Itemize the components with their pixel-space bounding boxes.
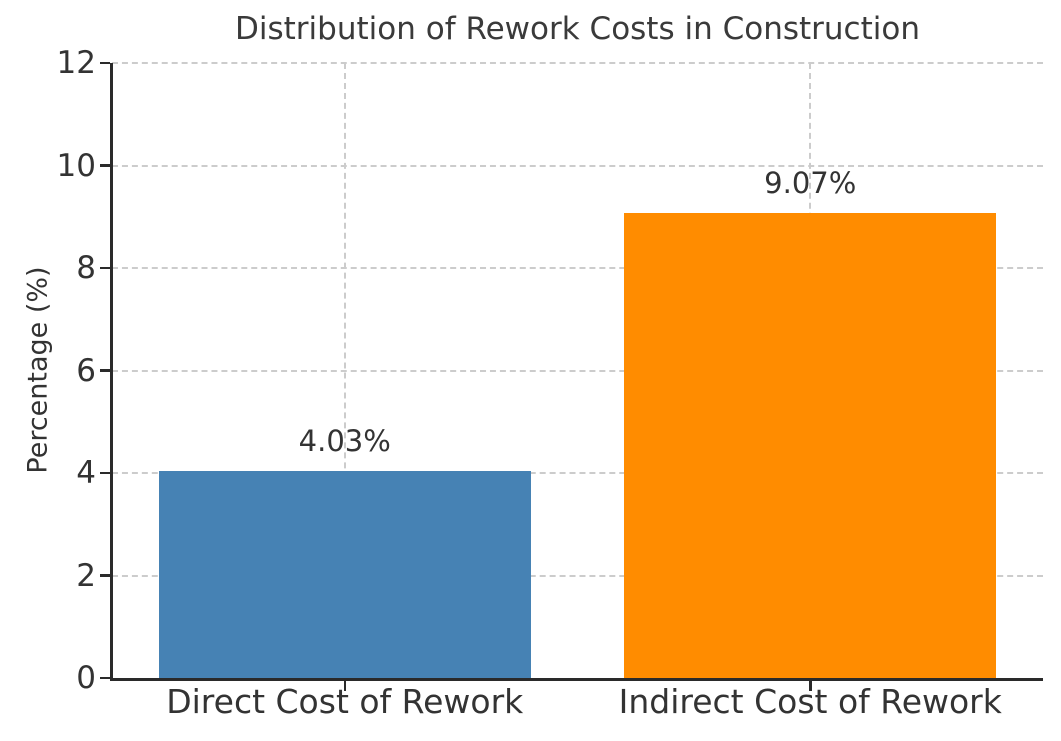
bar-indirect-cost-of-rework xyxy=(624,213,997,678)
y-tick-mark xyxy=(100,61,110,65)
y-tick-label: 6 xyxy=(76,352,96,389)
y-tick-mark xyxy=(100,164,110,167)
chart-title: Distribution of Rework Costs in Construc… xyxy=(235,11,920,47)
x-axis-spine xyxy=(110,677,1043,681)
y-gridline xyxy=(112,164,1043,167)
y-tick-label: 10 xyxy=(56,147,96,184)
y-tick-mark xyxy=(100,676,110,680)
x-tick-label: Indirect Cost of Rework xyxy=(618,682,1002,721)
y-tick-label: 4 xyxy=(76,455,96,491)
y-tick-label: 2 xyxy=(76,557,96,594)
bar-value-label: 4.03% xyxy=(298,424,391,459)
y-tick-mark xyxy=(100,471,110,475)
x-gridline xyxy=(343,63,346,678)
y-tick-mark xyxy=(100,574,110,577)
y-gridline xyxy=(112,369,1043,372)
bar-value-label: 9.07% xyxy=(764,166,857,201)
y-gridline xyxy=(112,267,1043,269)
y-tick-mark xyxy=(100,266,110,270)
y-tick-label: 12 xyxy=(56,45,96,81)
y-gridline xyxy=(112,574,1043,577)
y-tick-label: 0 xyxy=(76,660,96,696)
x-tick-mark xyxy=(809,680,812,691)
y-tick-mark xyxy=(100,369,110,372)
y-gridline xyxy=(112,472,1043,474)
x-tick-label: Direct Cost of Rework xyxy=(166,682,524,721)
bar-direct-cost-of-rework xyxy=(158,471,531,678)
y-gridline xyxy=(112,62,1043,64)
y-tick-label: 8 xyxy=(76,250,96,286)
y-axis-spine xyxy=(110,63,113,680)
x-tick-mark xyxy=(343,680,346,691)
